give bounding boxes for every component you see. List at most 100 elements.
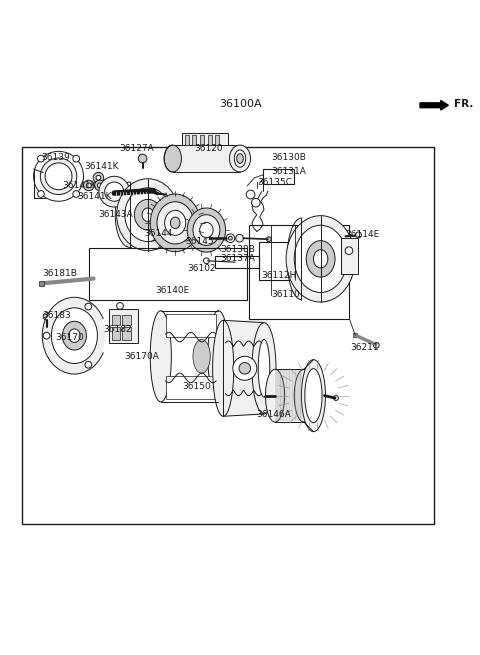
Polygon shape: [420, 100, 448, 110]
Circle shape: [252, 198, 260, 207]
Circle shape: [266, 236, 271, 242]
Circle shape: [373, 343, 379, 348]
Circle shape: [45, 163, 72, 190]
Bar: [122, 327, 131, 341]
Circle shape: [356, 232, 361, 238]
Ellipse shape: [69, 329, 80, 343]
Circle shape: [45, 326, 49, 329]
Ellipse shape: [165, 210, 186, 235]
Text: 36114E: 36114E: [346, 231, 380, 239]
Circle shape: [204, 258, 209, 264]
Text: 36141K: 36141K: [62, 181, 97, 191]
Ellipse shape: [213, 320, 234, 417]
Ellipse shape: [142, 208, 154, 221]
Circle shape: [138, 154, 147, 163]
Circle shape: [34, 151, 84, 201]
Bar: [249, 225, 349, 319]
Circle shape: [37, 191, 44, 197]
Text: 36143A: 36143A: [98, 210, 132, 219]
Text: 36138B: 36138B: [220, 245, 255, 253]
Text: 36141K: 36141K: [84, 162, 119, 171]
Text: 36145: 36145: [185, 236, 214, 246]
Bar: [89, 248, 247, 299]
Circle shape: [86, 183, 91, 188]
Bar: [109, 309, 138, 343]
Ellipse shape: [134, 199, 161, 230]
Circle shape: [40, 158, 77, 195]
Bar: [112, 327, 120, 341]
Ellipse shape: [301, 360, 325, 432]
Bar: [185, 134, 189, 145]
Ellipse shape: [115, 182, 144, 248]
Circle shape: [73, 191, 80, 197]
Bar: [259, 242, 295, 280]
Ellipse shape: [294, 369, 313, 422]
Text: 36131A: 36131A: [271, 167, 306, 176]
Text: 36144: 36144: [144, 229, 173, 238]
Ellipse shape: [229, 145, 251, 172]
Circle shape: [85, 362, 92, 368]
Bar: [353, 333, 357, 337]
Bar: [341, 238, 358, 274]
Circle shape: [334, 396, 338, 400]
Ellipse shape: [313, 250, 328, 268]
Text: 36137A: 36137A: [220, 254, 255, 263]
Text: 36146A: 36146A: [256, 411, 291, 419]
Circle shape: [73, 155, 80, 162]
Circle shape: [84, 180, 94, 191]
Ellipse shape: [287, 218, 316, 299]
Bar: [215, 255, 259, 267]
Circle shape: [228, 236, 232, 240]
Ellipse shape: [164, 145, 181, 172]
Circle shape: [117, 303, 123, 309]
Ellipse shape: [170, 217, 180, 229]
Ellipse shape: [117, 179, 179, 251]
Bar: [166, 314, 216, 337]
Ellipse shape: [99, 176, 130, 207]
Ellipse shape: [42, 297, 107, 374]
Circle shape: [236, 234, 243, 242]
Circle shape: [233, 356, 257, 381]
Ellipse shape: [305, 369, 322, 422]
Ellipse shape: [105, 182, 124, 201]
Ellipse shape: [265, 369, 285, 422]
Circle shape: [226, 234, 235, 242]
Bar: [215, 134, 219, 145]
Ellipse shape: [157, 202, 193, 244]
Text: 36181B: 36181B: [42, 269, 77, 278]
Bar: [122, 314, 131, 325]
Ellipse shape: [208, 310, 229, 402]
Bar: [301, 218, 321, 299]
Text: 36170A: 36170A: [124, 352, 159, 361]
Bar: [263, 169, 294, 183]
Bar: [223, 320, 264, 417]
Ellipse shape: [252, 323, 276, 414]
Text: 36140E: 36140E: [156, 286, 190, 295]
Ellipse shape: [294, 225, 347, 293]
Text: 36150: 36150: [182, 382, 211, 390]
Ellipse shape: [150, 194, 200, 252]
Text: 36211: 36211: [350, 343, 379, 352]
Text: 36170: 36170: [55, 333, 84, 342]
Text: 36120: 36120: [194, 144, 223, 153]
Circle shape: [345, 247, 353, 255]
Text: 36102: 36102: [187, 265, 216, 273]
Circle shape: [37, 155, 44, 162]
Bar: [208, 134, 212, 145]
Circle shape: [97, 183, 102, 188]
Text: 36100A: 36100A: [219, 100, 261, 109]
Text: 36141K: 36141K: [77, 192, 111, 201]
Ellipse shape: [234, 150, 246, 167]
Bar: [22, 147, 434, 524]
Ellipse shape: [62, 321, 86, 350]
Bar: [200, 134, 204, 145]
Text: 36127A: 36127A: [120, 144, 154, 153]
Ellipse shape: [125, 188, 171, 242]
Bar: [130, 182, 148, 248]
Ellipse shape: [51, 308, 97, 364]
Bar: [39, 281, 44, 286]
Text: 36139: 36139: [41, 153, 70, 162]
Circle shape: [95, 180, 105, 191]
Ellipse shape: [187, 208, 226, 252]
Ellipse shape: [237, 154, 243, 163]
